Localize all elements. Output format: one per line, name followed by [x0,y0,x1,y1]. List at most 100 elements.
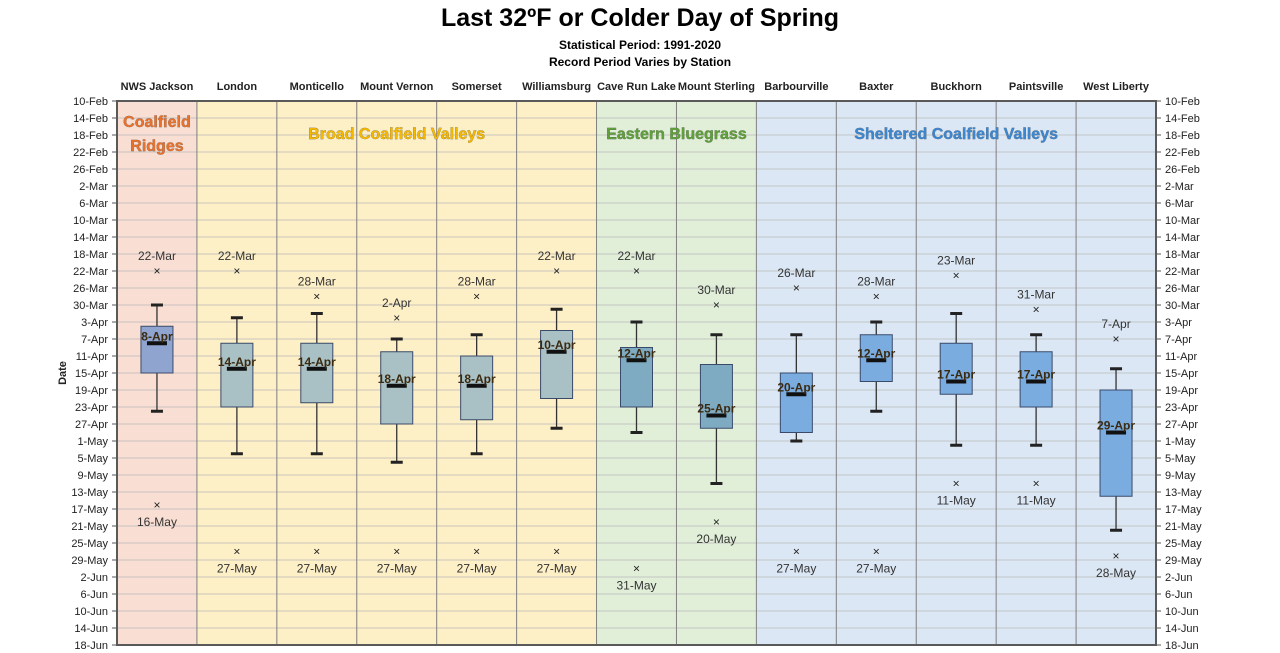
y-tick-label-left: 3-Apr [81,317,108,329]
plot-border [116,100,1157,646]
y-tick-label-right: 18-Mar [1165,249,1200,261]
station-label: Barbourville [764,81,828,93]
y-tick-label-left: 2-Mar [79,181,108,193]
station-label: Mount Sterling [678,81,755,93]
y-tick-label-left: 10-Mar [73,215,108,227]
station-label: Williamsburg [522,81,591,93]
earliest-marker: × [553,264,560,278]
y-tick-label-left: 10-Jun [74,606,108,618]
station-label: Baxter [859,81,894,93]
y-tick-label-right: 30-Mar [1165,300,1200,312]
earliest-label: 22-Mar [617,249,655,263]
y-tick-label-right: 26-Mar [1165,283,1200,295]
station-label: Buckhorn [931,81,983,93]
y-tick-label-left: 27-Apr [75,419,108,431]
box [620,347,653,408]
latest-marker: × [473,545,480,559]
y-tick-label-left: 14-Jun [74,623,108,635]
y-tick-label-right: 10-Mar [1165,215,1200,227]
y-axis-title: Date [57,361,69,385]
y-tick-label-right: 11-Apr [1165,351,1198,363]
earliest-marker: × [953,268,960,282]
latest-marker: × [553,545,560,559]
earliest-label: 26-Mar [777,266,815,280]
latest-marker: × [713,515,720,529]
box [699,364,733,429]
y-tick-label-right: 2-Jun [1165,572,1193,584]
latest-marker: × [393,545,400,559]
latest-marker: × [233,545,240,559]
y-tick-label-right: 19-Apr [1165,385,1198,397]
latest-label: 27-May [457,562,497,576]
earliest-marker: × [233,264,240,278]
y-tick-label-left: 21-May [71,521,108,533]
y-tick-label-left: 30-Mar [73,300,108,312]
region-label: Broad Coalfield Valleys [308,126,485,143]
y-tick-label-right: 13-May [1165,487,1202,499]
median-label: 29-Apr [1097,419,1135,433]
earliest-label: 7-Apr [1101,317,1130,331]
latest-label: 27-May [537,562,577,576]
station-label: Cave Run Lake [597,81,676,93]
y-tick-label-right: 23-Apr [1165,402,1198,414]
region-label: Ridges [130,138,183,155]
box [220,342,254,408]
earliest-marker: × [393,311,400,325]
y-tick-label-left: 22-Mar [73,266,108,278]
median-label: 17-Apr [1017,368,1055,382]
y-tick-label-left: 26-Feb [73,164,108,176]
y-tick-label-right: 15-Apr [1165,368,1198,380]
y-tick-label-right: 22-Mar [1165,266,1200,278]
station-label: NWS Jackson [121,81,194,93]
box [859,334,893,382]
box [460,355,494,421]
latest-label: 16-May [137,515,177,529]
y-tick-label-left: 29-May [71,555,108,567]
y-tick-label-right: 10-Feb [1165,96,1200,108]
y-tick-label-left: 5-May [77,453,108,465]
earliest-marker: × [1113,332,1120,346]
median-label: 18-Apr [458,372,496,386]
region-label: Eastern Bluegrass [606,126,747,143]
earliest-marker: × [713,298,720,312]
y-tick-label-right: 10-Jun [1165,606,1199,618]
latest-label: 27-May [776,562,816,576]
y-tick-label-right: 5-May [1165,453,1196,465]
earliest-marker: × [793,281,800,295]
latest-label: 11-May [1017,494,1056,508]
region-label: Coalfield [123,114,191,131]
y-tick-label-left: 7-Apr [81,334,108,346]
chart-subtitle: Statistical Period: 1991-2020 [558,38,722,52]
median-label: 18-Apr [378,372,416,386]
box [380,351,414,425]
latest-label: 28-May [1096,566,1136,580]
y-tick-label-left: 6-Jun [80,589,108,601]
latest-label: 11-May [937,494,976,508]
y-tick-label-right: 26-Feb [1165,164,1200,176]
y-tick-label-left: 25-May [71,538,108,550]
y-tick-label-right: 7-Apr [1165,334,1192,346]
median-label: 25-Apr [697,402,735,416]
median-label: 20-Apr [777,380,815,394]
y-tick-label-left: 2-Jun [80,572,108,584]
box [939,342,973,395]
region-label: Sheltered Coalfield Valleys [854,126,1058,143]
earliest-marker: × [1033,302,1040,316]
latest-marker: × [953,477,960,491]
y-tick-label-right: 14-Feb [1165,113,1200,125]
earliest-label: 22-Mar [538,249,576,263]
earliest-label: 30-Mar [697,283,735,297]
y-tick-label-left: 18-Mar [73,249,108,261]
earliest-marker: × [873,290,880,304]
earliest-label: 22-Mar [218,249,256,263]
y-tick-label-left: 14-Mar [73,232,108,244]
y-tick-label-right: 1-May [1165,436,1196,448]
station-label: Monticello [290,81,345,93]
y-tick-label-right: 14-Jun [1165,623,1199,635]
y-tick-label-left: 22-Feb [73,147,108,159]
y-tick-label-left: 15-Apr [75,368,108,380]
y-tick-label-left: 9-May [77,470,108,482]
latest-marker: × [313,545,320,559]
